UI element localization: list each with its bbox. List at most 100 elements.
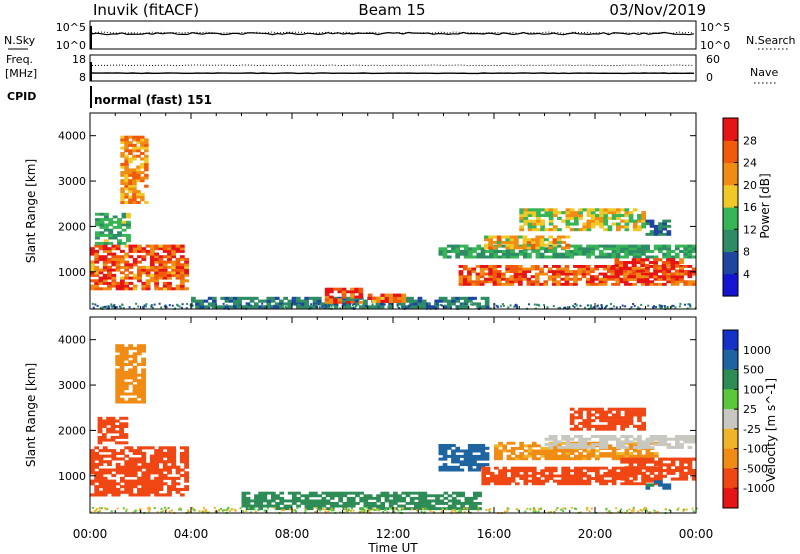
data-cell	[670, 460, 676, 464]
data-cell	[94, 252, 100, 256]
data-cell	[94, 284, 100, 288]
data-cell	[179, 284, 185, 288]
data-cell	[468, 299, 473, 303]
data-cell	[494, 449, 499, 453]
data-cell	[607, 421, 613, 425]
data-cell	[480, 446, 486, 450]
data-cell	[354, 306, 357, 309]
data-cell	[586, 255, 591, 259]
data-cell	[548, 211, 554, 215]
data-cell	[496, 272, 502, 276]
data-cell	[262, 499, 268, 503]
data-cell	[132, 346, 138, 350]
data-cell	[132, 376, 138, 380]
data-cell	[107, 247, 112, 251]
data-cell	[279, 507, 285, 511]
data-cell	[362, 506, 365, 509]
data-cell	[662, 222, 667, 226]
data-cell	[396, 304, 399, 307]
data-cell	[451, 502, 457, 505]
data-cell	[466, 307, 469, 309]
data-cell	[492, 275, 498, 279]
data-cell	[506, 469, 512, 473]
data-cell	[245, 305, 251, 309]
data-cell	[115, 373, 121, 377]
data-cell	[496, 265, 502, 268]
data-cell	[455, 296, 461, 300]
data-cell	[141, 451, 147, 455]
data-cell	[367, 509, 370, 512]
data-cell	[396, 305, 399, 308]
data-cell	[121, 234, 127, 237]
data-cell	[460, 504, 465, 508]
data-cell	[582, 228, 588, 232]
data-cell	[128, 474, 134, 478]
data-cell	[488, 240, 493, 244]
data-cell	[309, 306, 312, 309]
data-cell	[628, 252, 634, 256]
data-cell	[90, 247, 95, 251]
data-cell	[120, 179, 125, 183]
data-cell	[110, 427, 116, 431]
data-cell	[249, 499, 255, 503]
data-cell	[540, 228, 545, 232]
data-cell	[578, 469, 583, 473]
data-cell	[422, 499, 428, 503]
data-cell	[102, 449, 108, 453]
data-cell	[624, 421, 630, 425]
data-cell	[333, 300, 338, 304]
data-cell	[516, 305, 518, 308]
data-cell	[123, 422, 129, 426]
data-cell	[162, 263, 168, 267]
data-cell	[674, 272, 680, 276]
data-cell	[536, 452, 541, 455]
data-cell	[506, 477, 512, 480]
data-cell	[505, 235, 511, 239]
data-cell	[614, 263, 620, 267]
data-cell	[102, 446, 108, 450]
data-cell	[565, 250, 570, 253]
data-cell	[628, 460, 634, 464]
data-cell	[128, 141, 133, 145]
data-cell	[624, 225, 630, 229]
data-cell	[247, 507, 250, 510]
data-cell	[577, 267, 582, 271]
data-cell	[308, 507, 314, 511]
data-cell	[287, 504, 293, 508]
data-cell	[585, 277, 591, 281]
data-cell	[316, 299, 322, 303]
data-cell	[137, 244, 142, 248]
data-cell	[111, 454, 117, 458]
data-cell	[687, 272, 693, 276]
cpid-value: normal (fast) 151	[94, 93, 212, 107]
data-cell	[578, 477, 583, 480]
data-cell	[599, 211, 604, 215]
data-cell	[115, 487, 121, 491]
data-cell	[560, 272, 566, 276]
data-cell	[670, 463, 676, 467]
data-cell	[585, 282, 591, 286]
data-cell	[573, 306, 576, 309]
data-cell	[687, 435, 693, 438]
data-cell	[164, 304, 167, 307]
data-cell	[618, 269, 624, 273]
data-cell	[179, 287, 185, 291]
data-cell	[467, 449, 473, 453]
data-cell	[640, 261, 646, 265]
data-cell	[237, 299, 242, 303]
data-cell	[501, 275, 506, 279]
data-cell	[595, 454, 600, 458]
data-cell	[188, 511, 191, 514]
data-cell	[603, 213, 609, 217]
data-cell	[375, 508, 378, 511]
data-cell	[649, 255, 655, 259]
data-cell	[397, 509, 400, 512]
data-cell	[574, 443, 579, 447]
data-cell	[455, 299, 461, 303]
data-cell	[631, 258, 637, 262]
data-cell	[666, 471, 672, 475]
data-cell	[128, 247, 134, 251]
data-cell	[195, 305, 200, 309]
data-cell	[137, 255, 142, 259]
data-cell	[132, 462, 138, 466]
